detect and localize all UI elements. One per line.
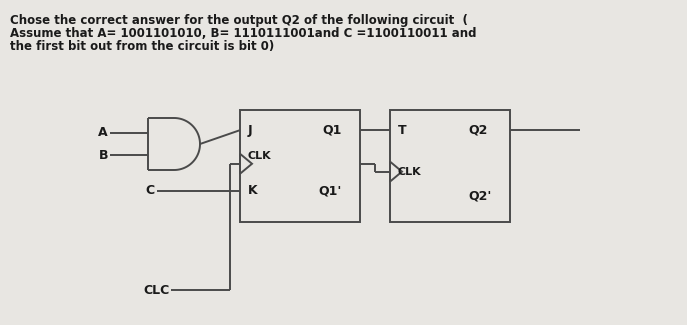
Text: Q2: Q2 — [468, 124, 487, 136]
Text: CLK: CLK — [398, 167, 422, 176]
Bar — [240, 110, 360, 222]
Text: CLC: CLC — [143, 283, 169, 296]
Text: C: C — [146, 184, 155, 197]
Text: J: J — [248, 124, 253, 136]
Text: T: T — [398, 124, 407, 136]
Text: K: K — [248, 184, 258, 197]
Text: Q1': Q1' — [318, 184, 341, 197]
Text: the first bit out from the circuit is bit 0): the first bit out from the circuit is bi… — [10, 40, 274, 53]
Bar — [390, 110, 510, 222]
Text: Q1: Q1 — [322, 124, 341, 136]
Text: A: A — [98, 126, 108, 139]
Text: B: B — [98, 149, 108, 162]
Text: Assume that A= 1001101010, B= 1110111001and C =1100110011 and: Assume that A= 1001101010, B= 1110111001… — [10, 27, 477, 40]
Text: CLK: CLK — [248, 151, 271, 161]
Text: Q2': Q2' — [468, 190, 491, 203]
Text: Chose the correct answer for the output Q2 of the following circuit  (: Chose the correct answer for the output … — [10, 14, 468, 27]
